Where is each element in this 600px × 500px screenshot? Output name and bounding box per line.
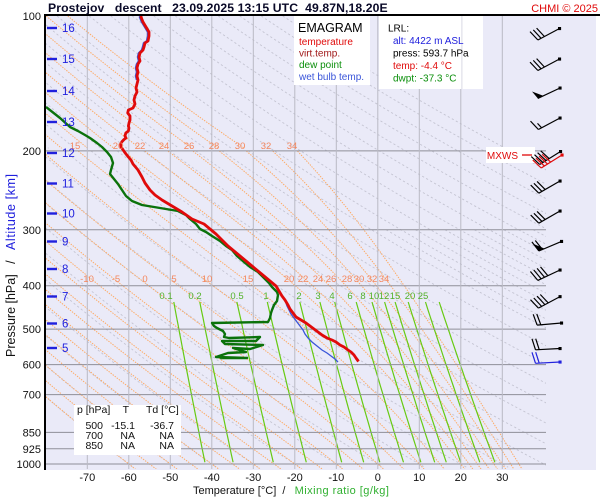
svg-text:34: 34: [287, 141, 298, 152]
svg-text:11: 11: [62, 179, 74, 191]
svg-text:24: 24: [159, 141, 170, 152]
svg-text:dwpt: -37.3 °C: dwpt: -37.3 °C: [393, 74, 456, 85]
svg-text:-10: -10: [80, 274, 94, 285]
svg-text:T: T: [123, 404, 130, 416]
svg-text:12: 12: [62, 148, 75, 160]
svg-text:wet bulb temp.: wet bulb temp.: [298, 72, 364, 83]
svg-text:15: 15: [390, 291, 401, 302]
svg-text:32: 32: [367, 274, 378, 285]
svg-text:Prostejov descent 23.09.20: Prostejov descent 23.09.2025 13:15 UTC 4…: [48, 1, 388, 15]
svg-text:3: 3: [315, 291, 320, 302]
svg-text:13: 13: [62, 117, 75, 129]
svg-text:34: 34: [379, 274, 390, 285]
svg-text:temp: -4.4 °C: temp: -4.4 °C: [393, 61, 452, 72]
svg-text:-70: -70: [79, 472, 95, 484]
svg-text:p [hPa]: p [hPa]: [77, 404, 110, 416]
svg-text:20: 20: [284, 274, 295, 285]
svg-text:LRL:: LRL:: [388, 24, 409, 35]
svg-text:600: 600: [23, 360, 41, 372]
svg-text:5: 5: [171, 274, 176, 285]
svg-text:NA: NA: [159, 430, 174, 442]
svg-text:10: 10: [202, 274, 213, 285]
svg-text:32: 32: [261, 141, 272, 152]
svg-text:press: 593.7 hPa: press: 593.7 hPa: [393, 49, 469, 60]
svg-text:-40: -40: [204, 472, 220, 484]
svg-text:-50: -50: [162, 472, 178, 484]
svg-text:10: 10: [62, 209, 75, 221]
svg-text:-10: -10: [328, 472, 344, 484]
svg-text:26: 26: [184, 141, 195, 152]
svg-text:925: 925: [23, 444, 41, 456]
svg-text:CHMI © 2025: CHMI © 2025: [531, 3, 598, 15]
svg-text:28: 28: [342, 274, 353, 285]
svg-text:temperature: temperature: [299, 37, 353, 48]
svg-text:700: 700: [85, 430, 103, 442]
svg-text:12: 12: [379, 291, 390, 302]
svg-text:-30: -30: [245, 472, 261, 484]
svg-text:Temperature [°C] / Mixing r: Temperature [°C] / Mixing ratio [g/kg]: [193, 485, 389, 497]
svg-text:200: 200: [23, 146, 41, 158]
svg-text:2: 2: [296, 291, 301, 302]
svg-text:30: 30: [496, 472, 508, 484]
svg-text:NA: NA: [120, 440, 135, 452]
svg-text:850: 850: [23, 427, 41, 439]
svg-text:dew point: dew point: [299, 60, 342, 71]
svg-text:0.1: 0.1: [159, 291, 172, 302]
svg-text:28: 28: [209, 141, 220, 152]
svg-text:100: 100: [23, 11, 41, 23]
svg-text:0.2: 0.2: [188, 291, 201, 302]
svg-text:20: 20: [113, 141, 124, 152]
svg-text:22: 22: [135, 141, 146, 152]
svg-text:20: 20: [455, 472, 467, 484]
svg-text:10: 10: [413, 472, 425, 484]
svg-text:15: 15: [243, 274, 254, 285]
svg-text:14: 14: [62, 86, 75, 98]
svg-text:Pressure [hPa] / Altitude: Pressure [hPa] / Altitude [km]: [4, 173, 18, 357]
svg-text:700: 700: [23, 390, 41, 402]
svg-text:Td [°C]: Td [°C]: [146, 404, 179, 416]
svg-text:8: 8: [360, 291, 365, 302]
svg-text:15: 15: [62, 54, 75, 66]
svg-text:22: 22: [298, 274, 309, 285]
svg-text:500: 500: [23, 324, 41, 336]
svg-text:24: 24: [313, 274, 324, 285]
svg-text:6: 6: [347, 291, 352, 302]
svg-text:850: 850: [85, 440, 103, 452]
svg-text:16: 16: [62, 23, 75, 35]
svg-text:virt.temp.: virt.temp.: [299, 49, 340, 60]
svg-text:-60: -60: [121, 472, 137, 484]
svg-text:10: 10: [369, 291, 380, 302]
svg-text:20: 20: [405, 291, 416, 302]
svg-text:9: 9: [62, 237, 68, 249]
svg-text:-15.1: -15.1: [111, 420, 135, 432]
svg-text:26: 26: [326, 274, 337, 285]
svg-text:25: 25: [418, 291, 429, 302]
svg-text:EMAGRAM: EMAGRAM: [298, 21, 363, 35]
svg-text:300: 300: [23, 225, 41, 237]
svg-text:7: 7: [62, 292, 68, 304]
svg-text:8: 8: [62, 264, 68, 276]
svg-text:0: 0: [142, 274, 147, 285]
svg-text:15: 15: [70, 141, 81, 152]
svg-text:NA: NA: [120, 430, 135, 442]
svg-text:NA: NA: [159, 440, 174, 452]
svg-text:4: 4: [329, 291, 334, 302]
svg-text:-5: -5: [112, 274, 120, 285]
svg-text:5: 5: [62, 343, 68, 355]
svg-text:1: 1: [263, 291, 268, 302]
svg-text:500: 500: [85, 420, 103, 432]
svg-text:0.5: 0.5: [230, 291, 243, 302]
svg-text:30: 30: [235, 141, 246, 152]
svg-text:400: 400: [23, 281, 41, 293]
svg-text:alt: 4422 m ASL: alt: 4422 m ASL: [393, 36, 464, 47]
svg-text:6: 6: [62, 319, 68, 331]
svg-text:-20: -20: [287, 472, 303, 484]
svg-text:1000: 1000: [17, 459, 41, 471]
svg-text:MXWS: MXWS: [487, 151, 518, 162]
svg-text:30: 30: [354, 274, 365, 285]
svg-text:-36.7: -36.7: [150, 420, 174, 432]
svg-text:0: 0: [375, 472, 381, 484]
